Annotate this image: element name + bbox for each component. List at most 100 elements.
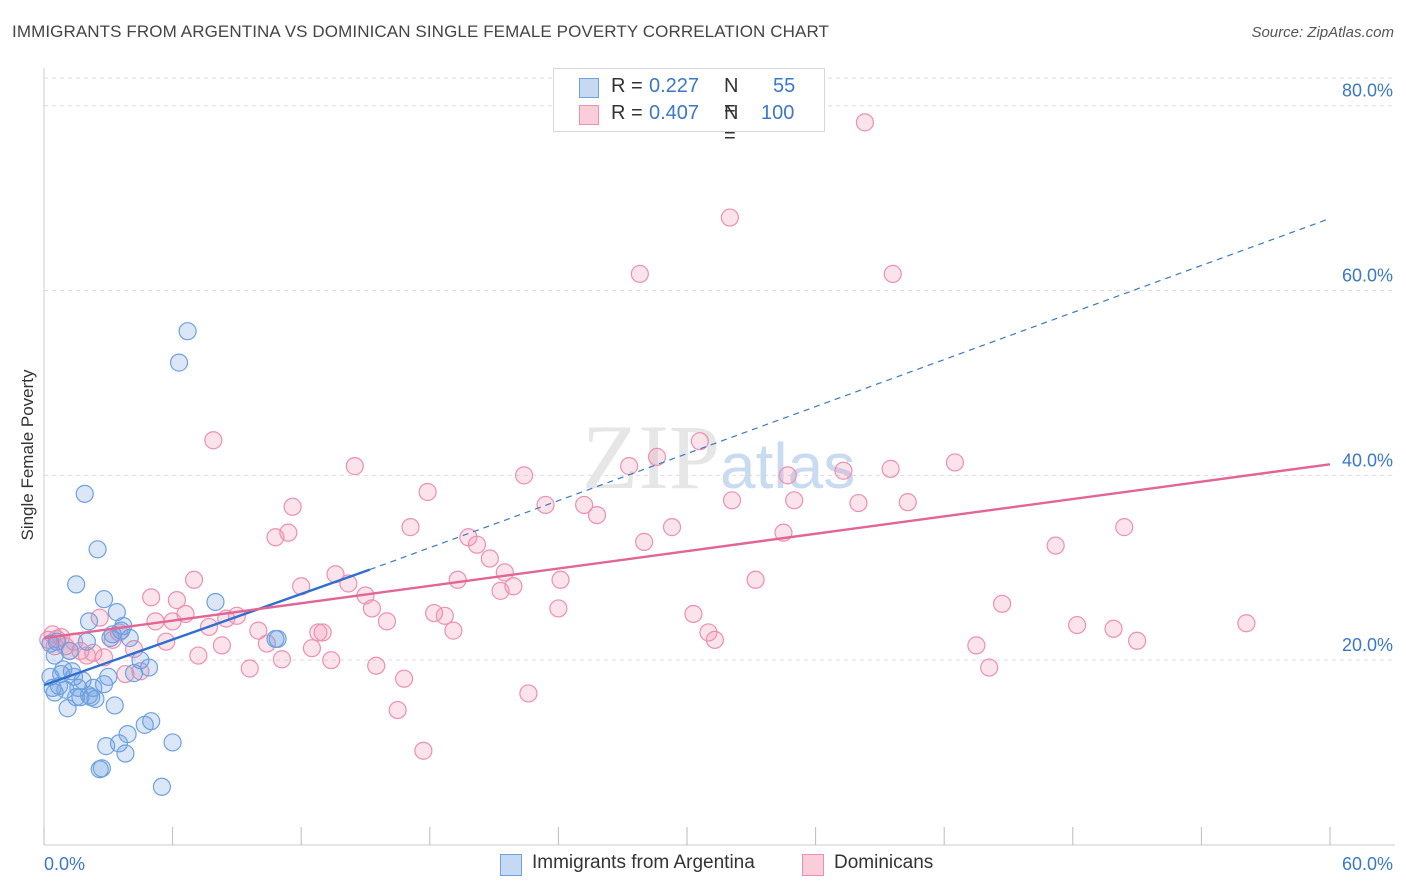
source-label: Source: ZipAtlas.com — [1251, 24, 1394, 41]
legend-n-value: 55 — [773, 75, 796, 97]
x-tick-label: 60.0% — [1342, 854, 1393, 874]
dominicans-point — [467, 535, 487, 554]
dominicans-point — [587, 505, 607, 525]
dominicans-point — [1104, 619, 1123, 638]
dominicans-trend-line — [43, 463, 1331, 640]
dominicans-point — [778, 466, 797, 485]
dominicans-point — [967, 636, 986, 655]
dominicans-point — [435, 606, 454, 625]
dominicans-point — [283, 497, 302, 516]
dominicans-point — [1046, 536, 1065, 555]
dominicans-point — [504, 577, 523, 596]
legend-swatch-dominicans — [579, 105, 599, 125]
dominicans-point — [189, 646, 208, 665]
dominicans-point — [424, 603, 444, 623]
dominicans-point — [980, 658, 999, 677]
legend-n-label: N = — [724, 75, 739, 120]
trend-lines — [43, 217, 1331, 687]
argentina-point — [268, 629, 287, 649]
dominicans-point — [849, 493, 868, 513]
dominicans-point — [418, 482, 437, 502]
argentina-point — [60, 641, 79, 661]
dominicans-point — [184, 570, 204, 589]
argentina-point — [41, 634, 60, 653]
dominicans-point — [272, 650, 292, 669]
dominicans-point — [414, 741, 433, 760]
dominicans-point — [313, 623, 332, 642]
dominicans-point — [212, 636, 231, 655]
dominicans-point — [279, 523, 298, 542]
dominicans-point — [630, 264, 649, 284]
axes — [43, 68, 1395, 846]
dominicans-point — [1115, 518, 1134, 537]
argentina-point — [94, 590, 114, 609]
dominicans-point — [394, 669, 414, 688]
chart-title: IMMIGRANTS FROM ARGENTINA VS DOMINICAN S… — [12, 22, 829, 41]
dominicans-point — [519, 684, 538, 703]
legend-n-label: N = — [724, 102, 739, 147]
argentina-trend-extension — [369, 217, 1331, 571]
watermark-zip: ZIP — [582, 406, 720, 508]
data-points — [39, 113, 1256, 796]
dominicans-point — [575, 495, 594, 515]
y-tick-label: 60.0% — [1342, 266, 1393, 286]
argentina-point — [88, 540, 107, 559]
dominicans-point — [720, 208, 739, 227]
dominicans-point — [367, 656, 386, 675]
dominicans-point — [945, 453, 965, 472]
argentina-point — [67, 688, 86, 707]
dominicans-point — [1237, 614, 1256, 633]
dominicans-point — [257, 634, 277, 653]
dominicans-point — [167, 591, 186, 610]
dominicans-point — [883, 264, 902, 284]
x-tick-label: 0.0% — [44, 854, 85, 874]
argentina-point — [116, 744, 135, 763]
argentina-point — [206, 592, 225, 612]
dominicans-point — [302, 639, 322, 658]
y-tick-label: 40.0% — [1342, 450, 1393, 470]
legend-n-value: 100 — [761, 102, 795, 124]
y-tick-label: 20.0% — [1342, 635, 1393, 655]
dominicans-point — [240, 659, 259, 678]
dominicans-point — [444, 621, 463, 640]
dominicans-point — [249, 621, 268, 640]
dominicans-point — [662, 518, 682, 537]
dominicans-point — [84, 643, 103, 662]
legend-r-label: R = — [611, 102, 643, 124]
argentina-point — [169, 353, 189, 372]
dominicans-point — [90, 608, 109, 627]
dominicans-point — [388, 700, 407, 720]
dominicans-point — [705, 630, 724, 649]
legend-swatch-argentina — [500, 854, 522, 876]
argentina-point — [99, 667, 118, 686]
argentina-point — [118, 725, 137, 744]
dominicans-point — [549, 599, 568, 618]
tick-labels: 20.0% 40.0% 60.0% 80.0% 0.0% 60.0% — [44, 81, 1393, 874]
dominicans-point — [1127, 631, 1147, 650]
argentina-point — [92, 759, 111, 778]
dominicans-point — [992, 594, 1012, 613]
argentina-point — [79, 612, 99, 631]
dominicans-point — [690, 432, 709, 451]
dominicans-point — [480, 549, 499, 568]
gridlines — [44, 77, 1395, 661]
argentina-point — [120, 628, 139, 648]
legend-swatch-dominicans — [802, 854, 824, 876]
argentina-point — [75, 484, 94, 503]
y-tick-label: 80.0% — [1342, 81, 1393, 101]
dominicans-point — [647, 447, 667, 466]
argentina-point — [163, 733, 182, 752]
dominicans-point — [881, 459, 900, 478]
dominicans-point — [551, 570, 570, 589]
dominicans-point — [722, 491, 742, 510]
dominicans-point — [322, 651, 341, 670]
dominicans-point — [362, 599, 382, 618]
argentina-point — [86, 689, 105, 709]
dominicans-point — [746, 570, 765, 589]
argentina-point — [84, 678, 103, 698]
dominicans-point — [699, 623, 718, 642]
watermark-atlas: atlas — [720, 430, 855, 502]
dominicans-point — [448, 570, 467, 589]
argentina-point — [142, 712, 161, 731]
legend-label-dominicans: Dominicans — [834, 852, 934, 873]
